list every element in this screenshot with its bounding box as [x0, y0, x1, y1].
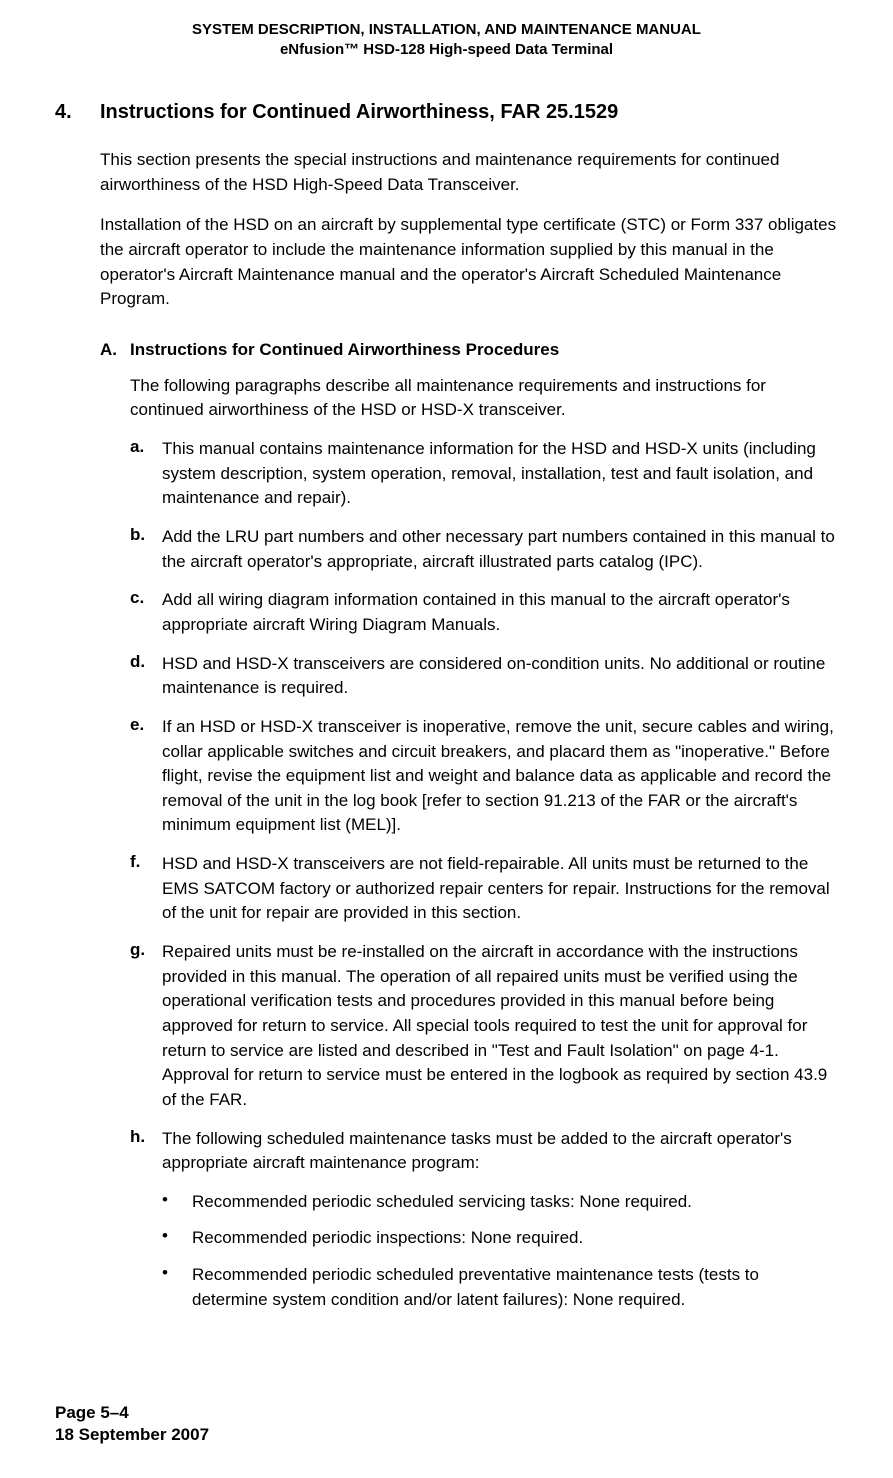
list-item-g: g. Repaired units must be re-installed o… [130, 940, 838, 1112]
list-item-h: h. The following scheduled maintenance t… [130, 1127, 838, 1176]
list-text-b: Add the LRU part numbers and other neces… [162, 525, 838, 574]
bullet-text-2: Recommended periodic inspections: None r… [192, 1226, 838, 1251]
list-text-f: HSD and HSD-X transceivers are not field… [162, 852, 838, 926]
list-text-g: Repaired units must be re-installed on t… [162, 940, 838, 1112]
intro-paragraph-2: Installation of the HSD on an aircraft b… [100, 213, 838, 312]
list-marker-b: b. [130, 525, 162, 574]
section-heading: 4. Instructions for Continued Airworthin… [55, 101, 838, 124]
bullet-marker-icon: • [162, 1190, 192, 1215]
list-text-a: This manual contains maintenance informa… [162, 437, 838, 511]
document-footer: Page 5–4 18 September 2007 [55, 1402, 209, 1446]
bullet-item-2: • Recommended periodic inspections: None… [162, 1226, 838, 1251]
list-marker-f: f. [130, 852, 162, 926]
list-marker-e: e. [130, 715, 162, 838]
bullet-marker-icon: • [162, 1226, 192, 1251]
list-text-e: If an HSD or HSD-X transceiver is inoper… [162, 715, 838, 838]
bullet-marker-icon: • [162, 1263, 192, 1312]
subsection-heading: A. Instructions for Continued Airworthin… [100, 340, 838, 360]
document-header: SYSTEM DESCRIPTION, INSTALLATION, AND MA… [55, 20, 838, 59]
bullet-item-1: • Recommended periodic scheduled servici… [162, 1190, 838, 1215]
subsection-intro-text: The following paragraphs describe all ma… [130, 374, 838, 423]
list-marker-g: g. [130, 940, 162, 1112]
list-text-h: The following scheduled maintenance task… [162, 1127, 838, 1176]
list-marker-a: a. [130, 437, 162, 511]
section-number: 4. [55, 101, 100, 124]
list-item-f: f. HSD and HSD-X transceivers are not fi… [130, 852, 838, 926]
list-item-a: a. This manual contains maintenance info… [130, 437, 838, 511]
subsection-letter: A. [100, 340, 130, 360]
bullet-item-3: • Recommended periodic scheduled prevent… [162, 1263, 838, 1312]
list-item-e: e. If an HSD or HSD-X transceiver is ino… [130, 715, 838, 838]
bullet-text-3: Recommended periodic scheduled preventat… [192, 1263, 838, 1312]
list-marker-c: c. [130, 588, 162, 637]
section-title: Instructions for Continued Airworthiness… [100, 101, 618, 124]
header-title-line1: SYSTEM DESCRIPTION, INSTALLATION, AND MA… [55, 20, 838, 40]
list-item-b: b. Add the LRU part numbers and other ne… [130, 525, 838, 574]
list-text-d: HSD and HSD-X transceivers are considere… [162, 652, 838, 701]
footer-date: 18 September 2007 [55, 1424, 209, 1446]
intro-paragraph-1: This section presents the special instru… [100, 148, 838, 197]
list-item-c: c. Add all wiring diagram information co… [130, 588, 838, 637]
subsection-title: Instructions for Continued Airworthiness… [130, 340, 559, 360]
header-title-line2: eNfusion™ HSD-128 High-speed Data Termin… [55, 40, 838, 60]
list-item-d: d. HSD and HSD-X transceivers are consid… [130, 652, 838, 701]
list-marker-h: h. [130, 1127, 162, 1176]
bullet-text-1: Recommended periodic scheduled servicing… [192, 1190, 838, 1215]
list-marker-d: d. [130, 652, 162, 701]
list-text-c: Add all wiring diagram information conta… [162, 588, 838, 637]
footer-page-number: Page 5–4 [55, 1402, 209, 1424]
